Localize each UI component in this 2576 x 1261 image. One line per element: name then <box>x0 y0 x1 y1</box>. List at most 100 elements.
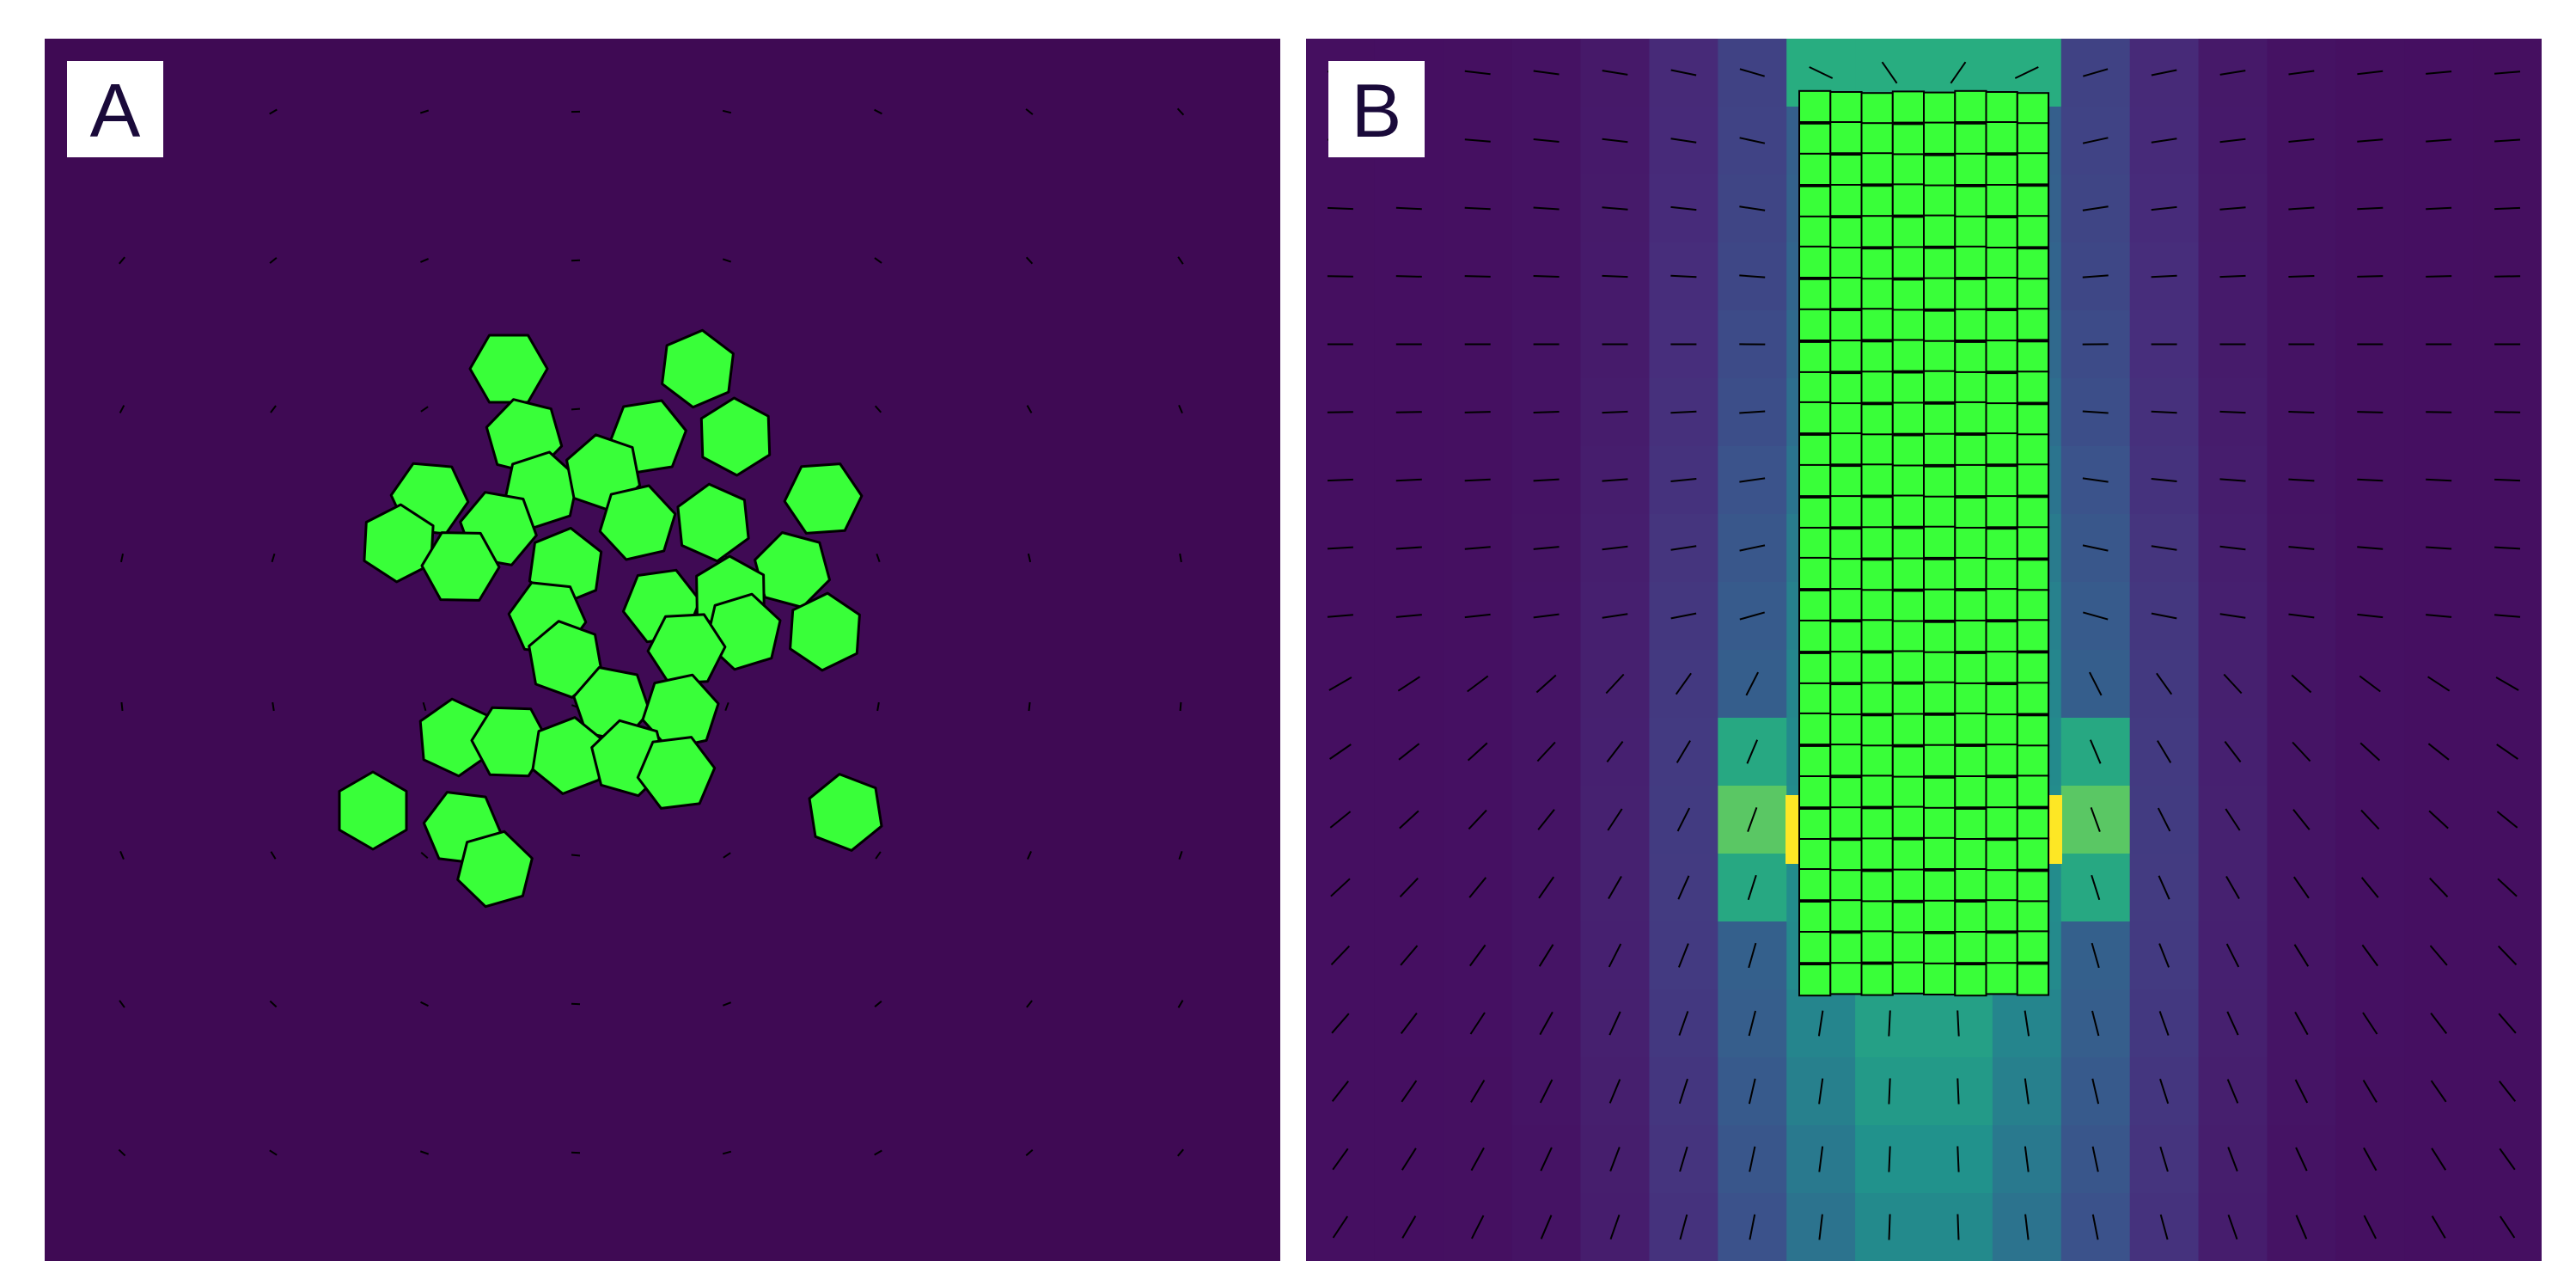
field-tick <box>1670 612 1697 620</box>
square-cell <box>1923 836 1956 870</box>
field-tick <box>2219 274 2246 279</box>
field-tick <box>2497 878 2518 897</box>
field-tick <box>2083 68 2109 77</box>
square-cell <box>2016 589 2050 622</box>
field-tick <box>1398 743 1420 761</box>
field-tick <box>2494 411 2521 413</box>
square-cell <box>1923 370 1956 403</box>
field-tick <box>2151 205 2177 211</box>
field-tick <box>1538 944 1554 967</box>
field-tick <box>2292 809 2310 830</box>
square-cell <box>1798 901 1832 934</box>
field-tick <box>1747 874 1757 901</box>
field-tick <box>419 1150 430 1155</box>
panel-a: A <box>45 39 1280 1261</box>
square-cell <box>1860 185 1894 218</box>
square-cell <box>2016 248 2050 281</box>
square-cell <box>1923 621 1956 654</box>
panel-a-cells <box>338 328 883 909</box>
field-tick <box>1739 611 1765 621</box>
field-tick <box>1739 477 1766 483</box>
square-cell <box>1798 931 1832 964</box>
field-tick <box>2225 943 2240 968</box>
square-cell <box>2016 714 2050 748</box>
field-tick <box>2430 1012 2448 1035</box>
field-tick <box>2357 411 2384 413</box>
field-tick <box>1401 1080 1418 1103</box>
field-tick <box>1609 1147 1621 1172</box>
square-cell <box>1860 900 1894 934</box>
field-tick <box>571 1002 581 1006</box>
field-tick <box>2494 478 2521 482</box>
square-cell <box>1829 558 1863 591</box>
field-tick <box>1467 675 1489 693</box>
field-tick <box>2292 741 2311 762</box>
square-cell <box>1829 744 1863 777</box>
field-tick <box>1739 410 1766 414</box>
square-cell <box>1891 434 1926 468</box>
square-cell <box>1985 621 2018 654</box>
field-tick <box>1679 1146 1688 1172</box>
field-tick <box>2091 1146 2099 1172</box>
square-cell <box>1954 278 1987 311</box>
field-tick <box>1956 1146 1960 1172</box>
square-cell <box>1985 713 2018 747</box>
field-tick <box>1467 742 1488 762</box>
field-tick <box>2227 1214 2238 1240</box>
field-tick <box>119 1000 125 1008</box>
field-tick <box>2426 411 2452 413</box>
square-cell <box>2016 930 2050 964</box>
field-tick <box>1331 1013 1350 1034</box>
field-tick <box>1178 850 1183 860</box>
field-tick <box>119 256 125 265</box>
field-tick <box>2219 206 2246 211</box>
square-cell <box>1923 214 1956 248</box>
field-tick <box>2357 206 2384 211</box>
field-tick <box>1464 546 1491 550</box>
field-tick <box>1888 1214 1891 1240</box>
square-cell <box>1860 930 1894 964</box>
square-cell <box>2016 652 2050 685</box>
field-tick <box>1678 1078 1688 1105</box>
panel-b-field-ticks <box>1327 61 2521 1240</box>
field-tick <box>1818 1146 1824 1172</box>
square-cell <box>1860 403 1894 437</box>
square-cell <box>1860 744 1894 778</box>
square-cell <box>1860 526 1894 560</box>
field-tick <box>1330 946 1351 965</box>
field-tick <box>2494 206 2521 211</box>
field-tick <box>1468 944 1486 967</box>
field-tick <box>2151 545 2177 551</box>
square-cell <box>2016 185 2050 218</box>
square-cell <box>1798 245 1832 279</box>
field-tick <box>722 1001 732 1007</box>
square-cell <box>1923 247 1956 280</box>
field-tick <box>1608 1079 1621 1104</box>
field-tick <box>2498 1013 2517 1034</box>
field-tick <box>1327 614 1353 618</box>
field-tick <box>2426 546 2452 550</box>
field-tick <box>1330 878 1351 897</box>
field-tick <box>2291 674 2312 694</box>
square-cell <box>1860 870 1894 903</box>
square-cell <box>1860 122 1894 156</box>
square-cell <box>1891 464 1926 498</box>
field-tick <box>1400 945 1419 966</box>
field-tick <box>2294 1011 2309 1036</box>
square-cell <box>1860 807 1894 841</box>
field-tick <box>2426 206 2452 211</box>
square-cell <box>2016 526 2050 560</box>
field-tick <box>874 405 882 413</box>
field-tick <box>1177 1148 1184 1157</box>
field-tick <box>1745 671 1759 696</box>
panel-b-canvas <box>1306 39 2542 1261</box>
square-cell <box>1860 370 1894 404</box>
field-tick <box>1670 205 1697 211</box>
field-tick <box>2024 1214 2030 1240</box>
square-cell <box>1829 91 1863 125</box>
square-cell <box>1798 370 1832 405</box>
field-tick <box>2158 1011 2170 1036</box>
square-cell <box>1954 775 1987 809</box>
field-tick <box>1602 206 1628 211</box>
field-tick <box>2089 671 2103 696</box>
